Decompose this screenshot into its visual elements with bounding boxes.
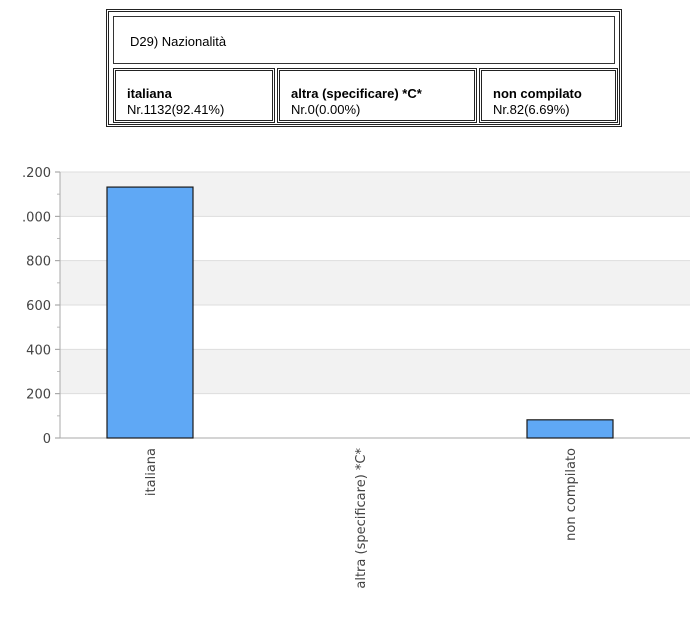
y-tick-label: 600	[26, 299, 51, 314]
option-cell-non-compilato: non compilato Nr.82(6.69%)	[479, 68, 618, 123]
option-name: altra (specificare) *C*	[291, 86, 422, 101]
question-title-cell: D29) Nazionalità	[113, 16, 615, 64]
x-category-label: non compilato	[564, 448, 579, 541]
option-name: italiana	[127, 86, 172, 101]
y-tick-label: 200	[26, 388, 51, 403]
summary-table: D29) Nazionalità italiana Nr.1132(92.41%…	[106, 9, 622, 127]
y-tick-label: 0	[43, 432, 51, 447]
option-name: non compilato	[493, 86, 582, 101]
x-category-label: altra (specificare) *C*	[354, 448, 369, 589]
option-count: Nr.0(0.00%)	[291, 102, 361, 117]
bar-0	[106, 186, 194, 439]
option-count: Nr.82(6.69%)	[493, 102, 570, 117]
y-tick-label: 400	[26, 343, 51, 358]
option-cell-italiana: italiana Nr.1132(92.41%)	[113, 68, 275, 123]
y-tick-label: 800	[26, 255, 51, 270]
y-tick-label: .000	[22, 210, 51, 225]
option-count: Nr.1132(92.41%)	[127, 102, 225, 117]
x-category-label: italiana	[144, 448, 159, 496]
bar-chart: 0 200 400 600 800 .000 .200 italiana altra (spec…	[22, 166, 690, 589]
question-title: D29) Nazionalità	[130, 34, 227, 49]
y-tick-label: .200	[22, 166, 51, 181]
option-cell-altra: altra (specificare) *C* Nr.0(0.00%)	[277, 68, 477, 123]
bar-2	[526, 419, 614, 439]
